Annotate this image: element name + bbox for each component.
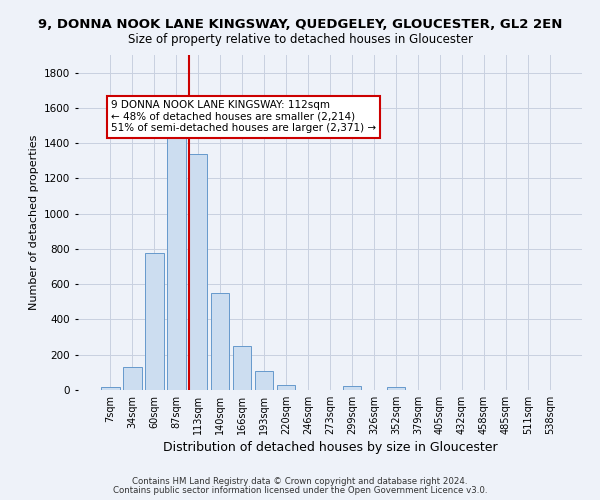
Text: Size of property relative to detached houses in Gloucester: Size of property relative to detached ho… [128, 32, 473, 46]
Bar [277, 384, 295, 390]
X-axis label: Distribution of detached houses by size in Gloucester: Distribution of detached houses by size … [163, 441, 497, 454]
Bar [386, 388, 405, 390]
Y-axis label: Number of detached properties: Number of detached properties [29, 135, 38, 310]
Bar [211, 293, 229, 390]
Text: 9 DONNA NOOK LANE KINGSWAY: 112sqm
← 48% of detached houses are smaller (2,214)
: 9 DONNA NOOK LANE KINGSWAY: 112sqm ← 48%… [111, 100, 376, 134]
Text: Contains public sector information licensed under the Open Government Licence v3: Contains public sector information licen… [113, 486, 487, 495]
Text: 9, DONNA NOOK LANE KINGSWAY, QUEDGELEY, GLOUCESTER, GL2 2EN: 9, DONNA NOOK LANE KINGSWAY, QUEDGELEY, … [38, 18, 562, 30]
Bar [255, 372, 274, 390]
Bar [189, 154, 208, 390]
Bar [343, 386, 361, 390]
Bar [123, 367, 142, 390]
Bar [145, 254, 164, 390]
Bar [233, 346, 251, 390]
Bar [167, 137, 185, 390]
Bar [101, 388, 119, 390]
Text: Contains HM Land Registry data © Crown copyright and database right 2024.: Contains HM Land Registry data © Crown c… [132, 477, 468, 486]
